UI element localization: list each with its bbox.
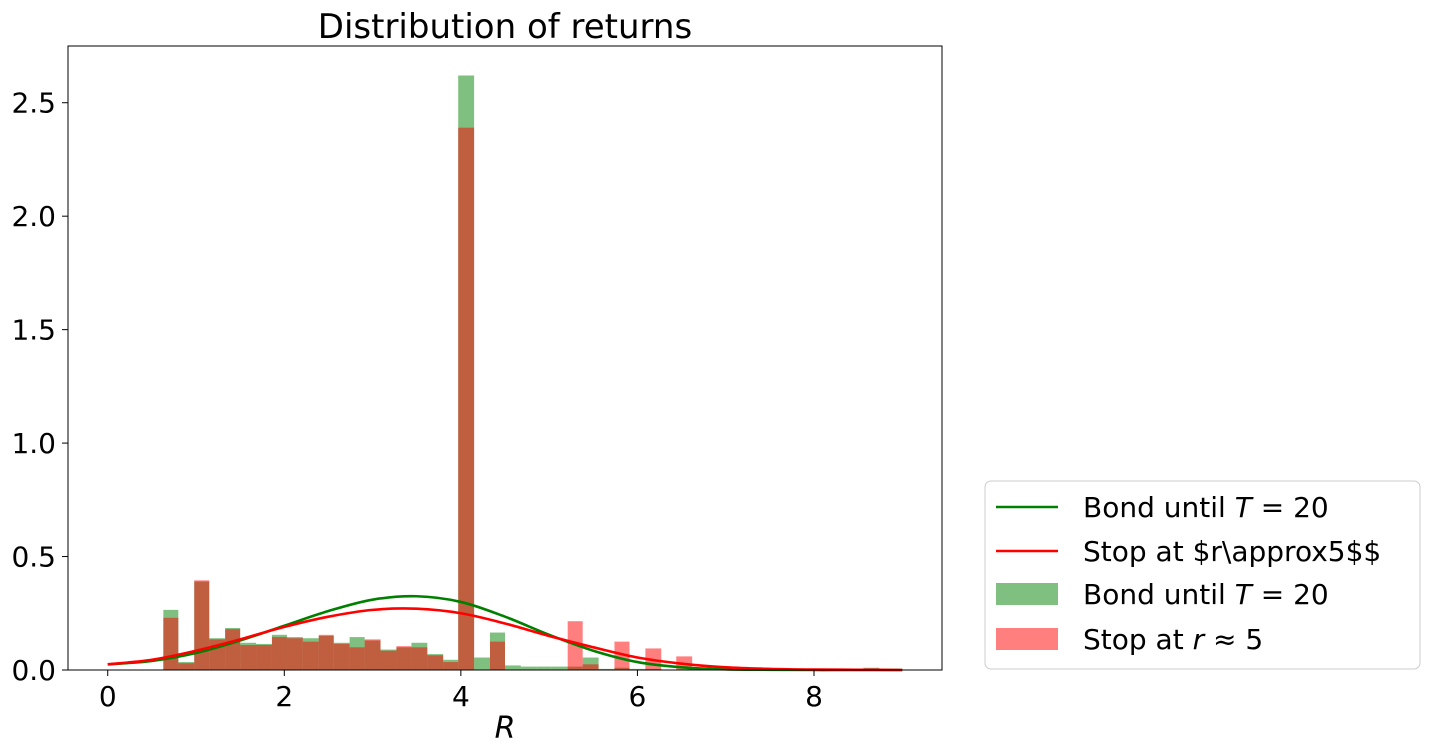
y-tick-label: 1.5 [11,314,56,347]
hist-bar-series1-9 [302,641,319,670]
legend-items: Bond until T = 20 Stop at $r\approx5$$ Bon… [996,491,1381,656]
y-tick-label: 0.5 [11,541,56,574]
hist-bar-series1-17 [427,655,444,670]
hist-bar-series1-10 [318,634,334,670]
legend-patch-swatch [996,583,1058,605]
legend-label: Stop at $r\approx5$$ [1083,535,1381,568]
plot-frame [67,45,943,671]
hist-bar-series1-5 [240,645,257,670]
x-axis-ticks: 0 2 4 6 8 [99,670,823,713]
hist-bar-series0-20 [474,657,490,670]
legend-patch-swatch [996,628,1058,650]
y-axis-ticks: 0.0 0.5 1.0 1.5 2.0 2.5 [11,87,68,687]
y-tick-label: 1.0 [11,427,56,460]
hist-bar-series1-19 [458,127,475,671]
x-tick-label: 4 [452,680,470,713]
x-tick-label: 8 [805,680,823,713]
hist-bar-series0-24 [536,666,552,670]
hist-bar-series0-28 [598,668,615,670]
hist-bar-series0-23 [520,666,537,670]
density-line-series1 [107,607,903,672]
y-tick-label: 2.0 [11,200,56,233]
hist-bar-series1-1 [178,663,195,670]
hist-bar-series1-23 [582,664,599,670]
hist-bar-series1-14 [380,650,397,670]
hist-bar-series1-24 [614,641,630,670]
hist-bar-series0-25 [551,666,568,670]
hist-bar-series1-6 [256,645,272,670]
chart-title: Distribution of returns [318,7,692,47]
y-tick-label: 2.5 [11,87,56,120]
x-tick-label: 2 [275,680,293,713]
histogram-bars [163,75,880,671]
hist-bar-series1-12 [349,647,365,670]
legend-label: Bond until T = 20 [1083,578,1329,611]
hist-bar-series1-21 [489,641,505,670]
hist-bar-series1-8 [286,638,303,670]
x-tick-label: 0 [99,680,117,713]
x-axis-label: R [495,711,516,746]
legend-label: Bond until T = 20 [1083,491,1329,524]
hist-bar-series1-7 [271,637,287,670]
hist-bar-series0-22 [505,665,521,670]
hist-bar-series1-0 [163,617,179,670]
hist-bar-series1-15 [396,646,412,670]
legend-box [984,480,1421,670]
legend-label: Stop at r ≈ 5 [1083,623,1263,656]
hist-bar-series1-11 [333,643,350,670]
x-tick-label: 6 [629,680,647,713]
hist-bar-series1-4 [225,629,241,670]
hist-bar-series1-18 [443,662,459,670]
hist-bar-series0-30 [629,668,646,670]
hist-bar-series1-13 [364,639,381,670]
legend: Bond until T = 20 Stop at $r\approx5$$ Bon… [984,480,1421,670]
y-tick-label: 0.0 [11,654,56,687]
hist-bar-series1-2 [194,580,210,670]
hist-bar-series1-16 [411,647,428,670]
